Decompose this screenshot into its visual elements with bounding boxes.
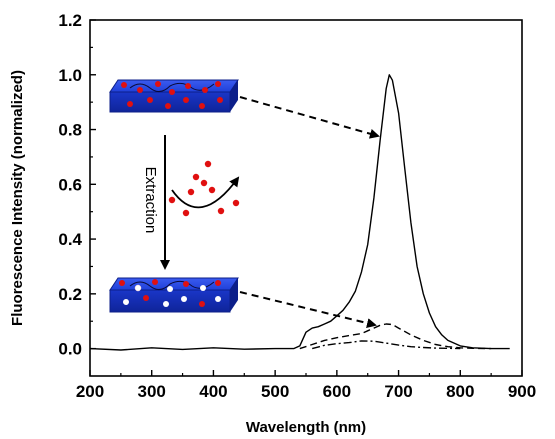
y-tick-label: 0.8 <box>58 121 82 140</box>
x-tick-label: 200 <box>76 382 104 401</box>
x-tick-label: 600 <box>323 382 351 401</box>
x-tick-label: 500 <box>261 382 289 401</box>
y-tick-label: 1.2 <box>58 11 82 30</box>
pointer-arrow-loaded <box>239 96 380 139</box>
y-tick-label: 0.0 <box>58 340 82 359</box>
data-series <box>89 74 510 351</box>
y-tick-label: 0.4 <box>58 230 82 249</box>
y-tick-label: 1.0 <box>58 66 82 85</box>
released-molecules <box>168 160 240 217</box>
y-axis-title: Fluorescence Intensity (normalized) <box>9 70 26 326</box>
x-tick-label: 400 <box>199 382 227 401</box>
x-tick-label: 300 <box>138 382 166 401</box>
extraction-label: Extraction <box>142 167 159 234</box>
y-tick-label: 0.2 <box>58 285 82 304</box>
pointer-arrow-extracted <box>239 291 377 328</box>
axis-ticks: 200 300 400 500 600 700 800 900 0.0 0.2 0.4 0.6 0.8 1… <box>58 11 536 401</box>
series-line-2-dashed <box>299 323 492 350</box>
x-tick-label: 900 <box>508 382 536 401</box>
x-axis-title: Wavelength (nm) <box>246 419 366 436</box>
series-line-3-dashdot <box>312 340 461 350</box>
x-tick-label: 800 <box>446 382 474 401</box>
inset-slab-extracted <box>109 277 239 313</box>
series-line-1-solid <box>89 74 510 351</box>
y-tick-label: 0.6 <box>58 175 82 194</box>
inset-slab-loaded <box>109 79 239 113</box>
x-tick-label: 700 <box>384 382 412 401</box>
